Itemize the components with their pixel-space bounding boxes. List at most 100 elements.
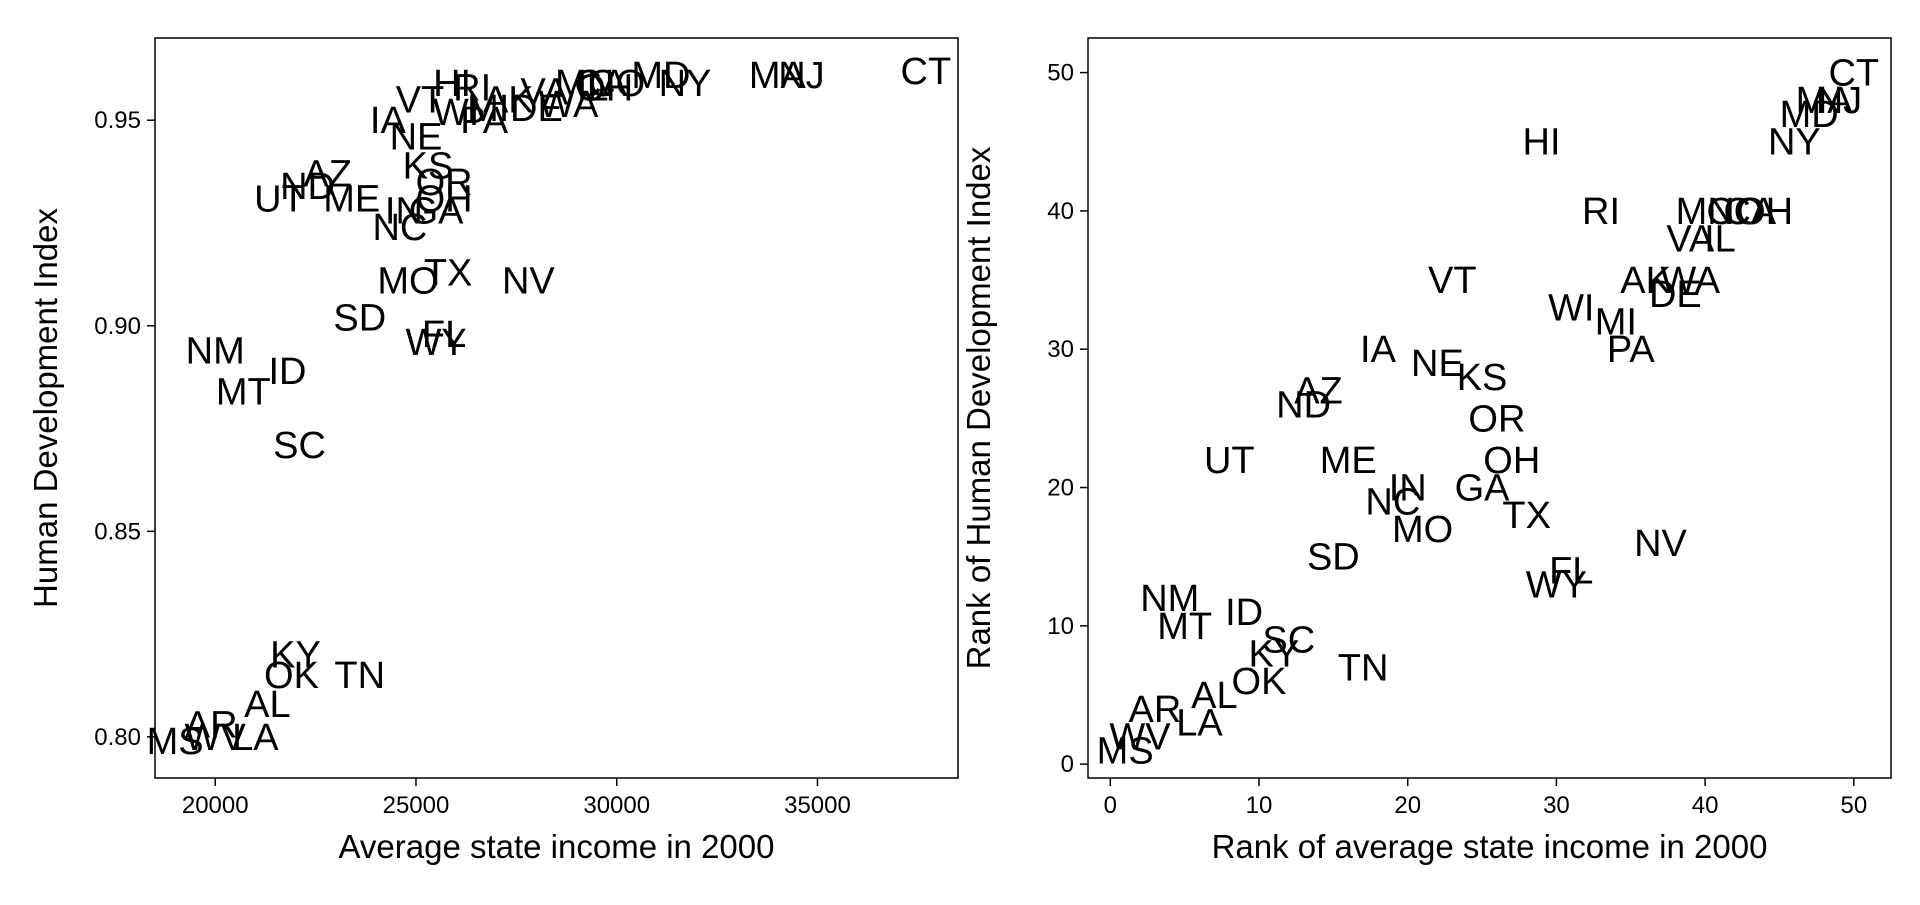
right-x-tick-label: 50: [1840, 792, 1867, 819]
left-point-label-nd: ND: [280, 166, 335, 208]
right-point-label-la: LA: [1176, 703, 1223, 745]
right-point-label-ma: MA: [1796, 80, 1854, 122]
right-y-tick-label: 20: [1047, 475, 1074, 502]
right-point-label-az: AZ: [1294, 371, 1343, 413]
right-point-label-sd: SD: [1307, 537, 1360, 579]
left-point-label-mo: MO: [377, 261, 438, 303]
right-point-label-hi: HI: [1523, 122, 1561, 164]
left-point-label-ar: AR: [185, 705, 238, 747]
right-point-label-ga: GA: [1455, 468, 1511, 510]
left-point-label-ia: IA: [370, 100, 407, 142]
left-point-label-ca: CA: [574, 63, 627, 105]
left-point-label-nc: NC: [372, 207, 427, 249]
left-point-label-ga: GA: [409, 191, 465, 233]
left-point-label-sc: SC: [273, 425, 326, 467]
right-point-label-ne: NE: [1411, 343, 1464, 385]
right-point-label-mi: MI: [1595, 302, 1637, 344]
right-point-label-wv: WV: [1109, 717, 1171, 759]
left-point-label-md: MD: [631, 55, 690, 97]
right-x-tick-label: 40: [1692, 792, 1719, 819]
left-y-tick-label: 0.85: [94, 518, 141, 545]
right-point-label-in: IN: [1389, 468, 1427, 510]
left-x-tick-label: 25000: [383, 792, 450, 819]
left-point-label-il: IL: [577, 67, 609, 109]
right-point-label-de: DE: [1649, 274, 1702, 316]
left-point-label-la: LA: [232, 717, 279, 759]
left-point-label-nm: NM: [186, 330, 245, 372]
right-point-label-ak: AK: [1620, 260, 1671, 302]
left-point-label-ok: OK: [264, 655, 319, 697]
right-point-label-nj: NJ: [1816, 80, 1862, 122]
left-point-label-nv: NV: [502, 261, 555, 303]
left-point-label-oh: OH: [416, 178, 473, 220]
right-plot-frame: [1087, 37, 1892, 779]
left-point-label-ri: RI: [453, 67, 491, 109]
left-point-label-tn: TN: [334, 655, 385, 697]
right-point-label-ar: AR: [1129, 689, 1182, 731]
right-point-label-mt: MT: [1157, 606, 1212, 648]
right-point-label-nv: NV: [1634, 523, 1687, 565]
right-point-label-wa: WA: [1660, 260, 1720, 302]
right-y-axis-title: Rank of Human Development Index: [960, 146, 997, 669]
right-x-axis-title: Rank of average state income in 2000: [1212, 828, 1768, 865]
left-point-label-al: AL: [244, 684, 290, 726]
right-scatter-panel: 0 10 20 30 40 50 0 10 20 30 40 50 Rank of average st…: [960, 37, 1892, 865]
left-x-tick-label: 30000: [583, 792, 650, 819]
right-point-label-ms: MS: [1097, 730, 1154, 772]
left-point-label-az: AZ: [303, 154, 352, 196]
left-point-label-de: DE: [510, 88, 563, 130]
right-point-label-tn: TN: [1338, 647, 1389, 689]
left-point-label-mn: MN: [555, 63, 614, 105]
right-point-label-mo: MO: [1392, 509, 1453, 551]
left-point-label-pa: PA: [460, 100, 509, 142]
right-y-tick-label: 50: [1047, 60, 1074, 87]
left-point-label-in: IN: [385, 191, 423, 233]
right-point-label-ri: RI: [1582, 191, 1620, 233]
left-point-label-ks: KS: [403, 145, 454, 187]
right-y-tick-label: 10: [1047, 613, 1074, 640]
left-point-label-ct: CT: [901, 51, 952, 93]
right-point-label-me: ME: [1320, 440, 1377, 482]
left-point-label-ma: MA: [749, 55, 807, 97]
right-point-label-oh: OH: [1483, 440, 1540, 482]
right-point-label-ia: IA: [1360, 329, 1397, 371]
left-point-label-vt: VT: [396, 80, 445, 122]
left-point-label-or: OR: [416, 162, 473, 204]
left-point-label-mt: MT: [216, 372, 271, 414]
right-point-label-nm: NM: [1140, 578, 1199, 620]
left-point-label-ms: MS: [147, 721, 204, 763]
left-point-label-ak: AK: [483, 80, 534, 122]
right-point-label-pa: PA: [1607, 329, 1656, 371]
right-point-label-or: OR: [1468, 398, 1525, 440]
right-y-tick-label: 0: [1061, 751, 1074, 778]
left-point-label-ny: NY: [659, 63, 712, 105]
right-y-tick-label: 30: [1047, 336, 1074, 363]
left-y-axis-title: Human Development Index: [27, 208, 64, 608]
left-point-label-co: CO: [588, 63, 645, 105]
left-y-tick-label: 0.90: [94, 313, 141, 340]
right-point-label-ca: CA: [1723, 191, 1776, 233]
left-y-tick-label: 0.95: [94, 107, 141, 134]
left-point-label-id: ID: [268, 351, 306, 393]
right-y-tick-label: 40: [1047, 198, 1074, 225]
left-plot-frame: [154, 37, 959, 779]
right-point-label-nc: NC: [1365, 481, 1420, 523]
right-point-label-fl: FL: [1549, 551, 1593, 593]
left-point-label-tx: TX: [424, 252, 473, 294]
left-point-label-sd: SD: [333, 298, 386, 340]
left-point-label-oh: OH: [576, 67, 633, 109]
right-point-label-il: IL: [1704, 219, 1736, 261]
left-point-label-nj: NJ: [778, 55, 824, 97]
right-x-tick-label: 10: [1246, 792, 1273, 819]
right-point-label-id: ID: [1225, 592, 1263, 634]
right-point-label-ut: UT: [1204, 440, 1255, 482]
left-point-label-wv: WV: [185, 717, 247, 759]
right-point-label-ky: KY: [1249, 634, 1300, 676]
right-point-label-wy: WY: [1526, 564, 1587, 606]
left-x-tick-label: 35000: [784, 792, 851, 819]
right-point-label-nd: ND: [1276, 385, 1331, 427]
left-x-tick-label: 20000: [182, 792, 249, 819]
left-point-label-hi: HI: [433, 63, 471, 105]
